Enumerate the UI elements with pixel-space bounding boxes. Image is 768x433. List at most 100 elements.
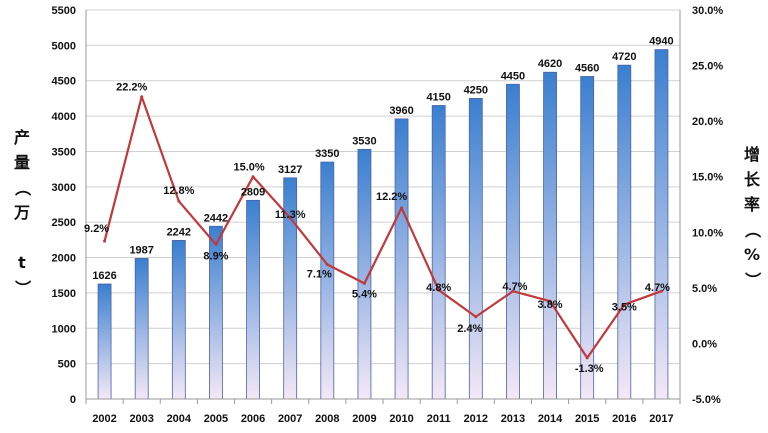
growth-rate-point [437,288,441,292]
axis-title-char: 增 [744,145,760,164]
y-left-tick-label: 1500 [52,288,76,300]
growth-rate-label: 8.9% [203,251,228,263]
growth-rate-label: 3.5% [612,302,637,314]
x-tick-label: 2005 [204,413,228,425]
axis-title-char: ） [743,272,762,288]
bar-value-label: 1987 [129,244,153,256]
x-tick-label: 2009 [352,413,376,425]
y-left-tick-label: 2000 [52,253,76,265]
y-left-tick-label: 3000 [52,182,76,194]
axis-title-char: 率 [744,195,760,214]
bar-value-label: 4250 [464,84,488,96]
bar [246,199,260,400]
bar [171,240,186,400]
bar [506,83,520,400]
bar [394,118,409,400]
bar-value-label: 2809 [241,186,265,198]
y-right-tick-label: 30.0% [692,5,723,17]
growth-rate-point [177,199,181,203]
growth-rate-point [140,95,144,99]
axis-title-char: ） [13,280,32,296]
growth-rate-point [103,239,107,243]
x-tick-label: 2006 [241,413,265,425]
x-tick-label: 2011 [427,413,451,425]
growth-rate-label: 4.7% [502,281,527,293]
axis-titles: 产量 （ 万 t ） 增长率 （% ） [13,128,762,296]
bar-value-label: 1626 [92,270,116,282]
growth-rate-label: 4.8% [426,282,451,294]
bar [320,161,335,400]
bar [654,49,669,400]
growth-rate-label: 4.7% [645,282,670,294]
axis-title-char: % [744,245,760,264]
growth-rate-label: 12.8% [163,185,194,197]
bar [468,98,483,400]
growth-rate-point [251,175,255,179]
y-left-axis-title: 产量 （ 万 t ） [13,128,32,296]
bar-value-label: 3127 [278,164,302,176]
bar [617,64,632,400]
y-right-tick-label: 25.0% [692,61,723,73]
axis-title-char: 万 [13,203,30,222]
x-tick-label: 2017 [649,413,673,425]
y-right-tick-label: 10.0% [692,227,723,239]
growth-rate-point [400,206,404,210]
bar-value-label: 4720 [612,51,636,63]
growth-rate-label: 15.0% [233,162,264,174]
y-left-tick-label: 1000 [52,323,76,335]
growth-rate-point [362,281,366,285]
y-left-tick-label: 3500 [52,146,76,158]
bar-value-label: 4620 [538,58,562,70]
line-series [103,95,663,360]
growth-rate-point [214,243,218,247]
y-left-tick-label: 4000 [52,111,76,123]
x-tick-label: 2002 [92,413,116,425]
growth-rate-label: 7.1% [307,269,332,281]
y-left-tick-label: 4500 [52,76,76,88]
axis-title-char: （ [743,222,762,238]
y-left-tick-label: 500 [58,359,76,371]
y-right-tick-label: 20.0% [692,116,723,128]
y-right-tick-label: 5.0% [692,283,717,295]
y-right-tick-label: 0.0% [692,338,717,350]
bar-value-label: 3530 [352,135,376,147]
axis-title-char: 产 [14,128,30,147]
axis-title-char: t [18,253,26,272]
x-tick-label: 2016 [612,413,636,425]
growth-rate-line [103,95,662,359]
growth-rate-label: 3.8% [538,299,563,311]
x-tick-label: 2008 [315,413,339,425]
data-labels: 1626 1987 2242 2442 2809 3127 3350 3530 3960 4150… [84,36,674,375]
x-tick-label: 2014 [538,413,563,425]
y-left-tick-label: 5000 [52,40,76,52]
y-left-tick-label: 5500 [52,5,76,17]
y-left-tick-label: 2500 [52,217,76,229]
growth-rate-label: 5.4% [352,288,377,300]
bar [431,105,446,400]
growth-rate-label: 2.4% [457,323,482,335]
x-tick-label: 2015 [575,413,599,425]
x-tick-label: 2007 [278,413,302,425]
bar [134,258,149,400]
y-right-tick-label: 15.0% [692,172,723,184]
bar-value-label: 2242 [167,226,191,238]
x-tick-label: 2013 [501,413,525,425]
bar-value-label: 3960 [389,105,413,117]
growth-rate-point [288,216,292,220]
growth-rate-label: -1.3% [575,363,604,375]
growth-rate-label: 22.2% [116,82,147,94]
axis-title-char: （ [13,180,32,196]
x-tick-label: 2004 [167,413,192,425]
axis-title-char: 量 [14,153,30,172]
growth-rate-point [622,303,626,307]
x-tick-label: 2003 [129,413,153,425]
y-left-tick-label: 0 [70,394,76,406]
growth-rate-point [474,315,478,319]
growth-rate-point [511,289,515,293]
bar-value-label: 4560 [575,62,599,74]
bar-series [97,49,669,400]
growth-rate-label: 12.2% [376,191,407,203]
bar-value-label: 4450 [501,70,525,82]
